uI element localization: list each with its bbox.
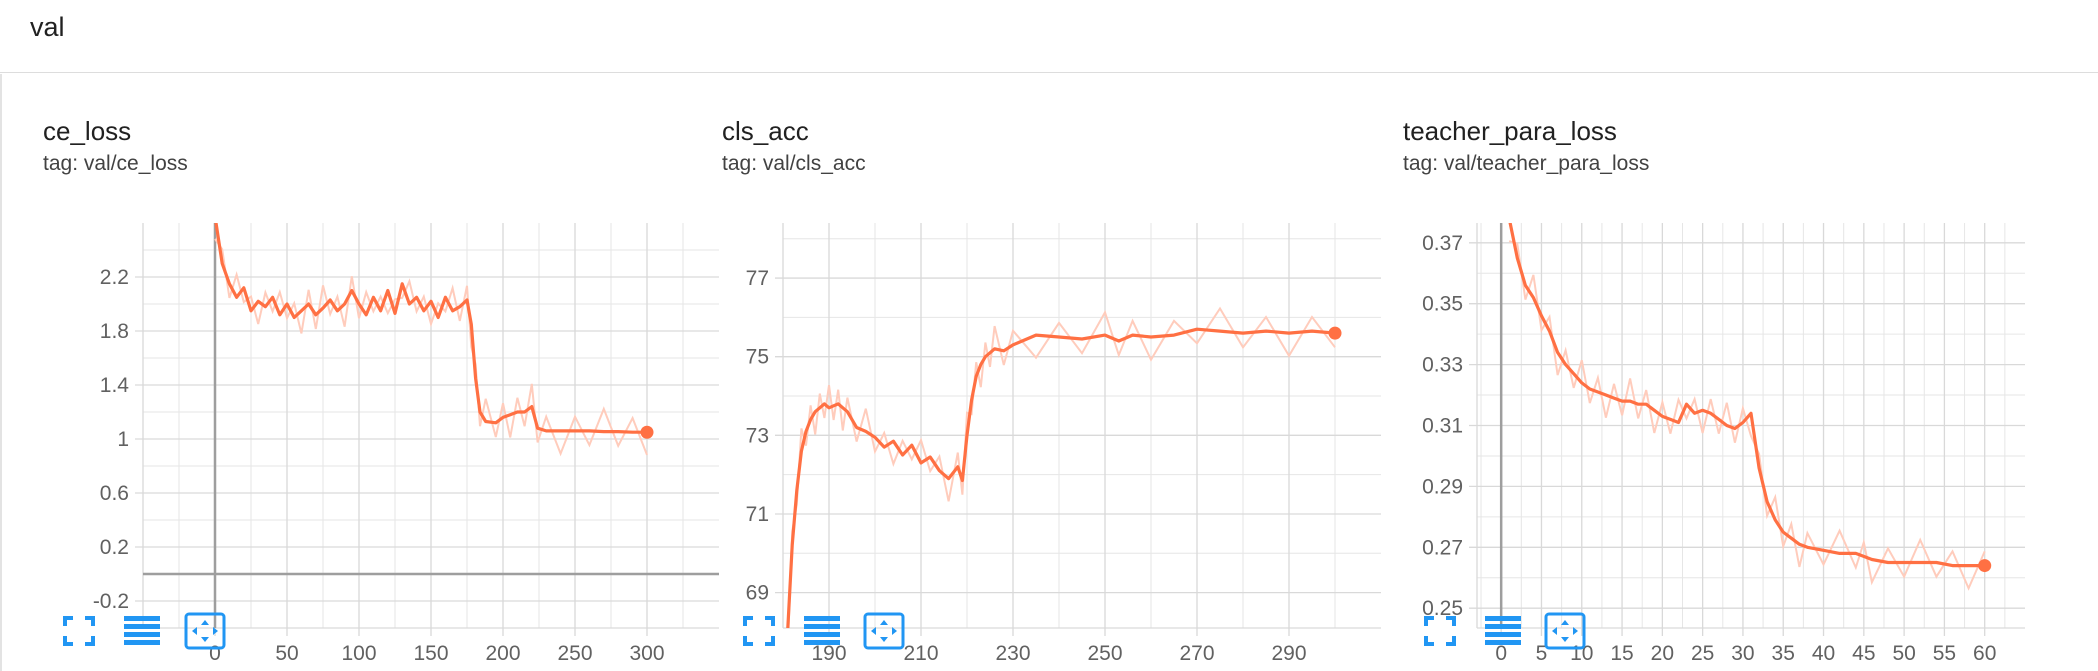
x-tick-label: 300: [629, 642, 664, 665]
y-tick-label: 1: [117, 428, 129, 451]
fit-domain-icon: [863, 612, 905, 650]
chart-title: teacher_para_loss: [1403, 116, 1617, 146]
x-tick-label: 55: [1933, 642, 1956, 665]
x-tick-label: 100: [341, 642, 376, 665]
list-icon: [1485, 616, 1521, 645]
x-tick-label: 270: [1179, 642, 1214, 665]
x-tick-label: 250: [557, 642, 592, 665]
fit-domain-icon: [184, 612, 226, 650]
chart-plot[interactable]: 0 5 10 15 20 25 30 35 40 45 50 55 600.250.270.290.31…: [1403, 192, 2043, 665]
x-tick-label: 30: [1731, 642, 1754, 665]
chart-toolbar: [722, 611, 1022, 651]
x-tick-label: 35: [1772, 642, 1795, 665]
fullscreen-icon: [63, 616, 95, 646]
series-last-point: [640, 425, 654, 439]
series-line: [786, 327, 1336, 628]
x-tick-label: 50: [1892, 642, 1915, 665]
toggle-log-scale-button[interactable]: [120, 611, 164, 651]
series-line: [1508, 223, 1985, 568]
y-tick-label: 0.29: [1422, 475, 1463, 498]
chart-title: ce_loss: [43, 116, 132, 146]
y-tick-label: 71: [746, 503, 769, 526]
y-tick-label: 1.4: [100, 374, 130, 397]
y-tick-label: 0.6: [100, 482, 129, 505]
fit-domain-button[interactable]: [183, 611, 227, 651]
chart-toolbar: [1403, 611, 1703, 651]
chart-tag: tag: val/ce_loss: [43, 152, 188, 175]
y-tick-label: 0.2: [100, 536, 129, 559]
chart-card-teacher-para-loss: teacher_para_loss tag: val/teacher_para_…: [1403, 74, 2043, 671]
fullscreen-button[interactable]: [57, 611, 101, 651]
x-tick-label: 60: [1973, 642, 1996, 665]
series-raw-line: [787, 306, 1336, 628]
chart-plot[interactable]: 190 210 230 250 270 290 69 71 73 75 77: [722, 192, 1381, 665]
series-last-point: [1328, 326, 1342, 340]
x-tick-label: 190: [811, 642, 846, 665]
x-tick-label: 210: [903, 642, 938, 665]
fit-domain-icon: [1544, 612, 1586, 650]
toggle-log-scale-button[interactable]: [1481, 611, 1525, 651]
x-tick-label: 0: [1495, 642, 1507, 665]
chart-card-ce-loss: ce_loss tag: val/ce_loss 0 50 100 150 200 250…: [43, 74, 719, 671]
chart-toolbar: [43, 611, 343, 651]
group-title: val: [30, 12, 65, 42]
y-tick-label: 0.25: [1422, 597, 1463, 620]
fullscreen-icon: [1424, 616, 1456, 646]
chart-plot[interactable]: 0 50 100 150 200 250 300 -0.2 0.2 0.6 1 1.4 1.8 2.2: [43, 192, 719, 665]
y-tick-label: 73: [746, 424, 769, 447]
fullscreen-button[interactable]: [737, 611, 781, 651]
y-tick-label: -0.2: [93, 590, 129, 613]
x-tick-label: 50: [275, 642, 298, 665]
series-raw-line: [1508, 240, 1986, 591]
x-tick-label: 0: [209, 642, 221, 665]
cards-container: ce_loss tag: val/ce_loss 0 50 100 150 200 250…: [0, 74, 2098, 671]
chart-tag: tag: val/teacher_para_loss: [1403, 152, 1650, 175]
x-tick-label: 40: [1812, 642, 1835, 665]
fit-domain-button[interactable]: [862, 611, 906, 651]
x-tick-label: 20: [1651, 642, 1674, 665]
y-tick-label: 0.35: [1422, 293, 1463, 316]
x-tick-label: 150: [413, 642, 448, 665]
fullscreen-icon: [743, 616, 775, 646]
x-tick-label: 290: [1271, 642, 1306, 665]
fit-domain-button[interactable]: [1543, 611, 1587, 651]
series-line: [214, 223, 647, 434]
y-tick-label: 77: [746, 267, 769, 290]
list-icon: [124, 616, 160, 645]
series-last-point: [1978, 559, 1992, 573]
x-tick-label: 15: [1610, 642, 1633, 665]
toggle-log-scale-button[interactable]: [800, 611, 844, 651]
x-tick-label: 45: [1852, 642, 1875, 665]
chart-tag: tag: val/cls_acc: [722, 152, 866, 175]
y-tick-label: 1.8: [100, 320, 129, 343]
list-icon: [804, 616, 840, 645]
y-tick-label: 0.37: [1422, 232, 1463, 255]
group-header[interactable]: val: [0, 0, 2098, 73]
y-tick-label: 69: [746, 582, 769, 605]
chart-title: cls_acc: [722, 116, 809, 146]
chart-card-cls-acc: cls_acc tag: val/cls_acc 190 210 230 250 270…: [722, 74, 1381, 671]
y-tick-label: 0.31: [1422, 415, 1463, 438]
x-tick-label: 200: [485, 642, 520, 665]
x-tick-label: 250: [1087, 642, 1122, 665]
series-raw-line: [214, 238, 648, 457]
x-tick-label: 25: [1691, 642, 1714, 665]
y-tick-label: 75: [746, 346, 769, 369]
y-tick-label: 0.27: [1422, 536, 1463, 559]
y-tick-label: 2.2: [100, 266, 129, 289]
x-tick-label: 5: [1536, 642, 1548, 665]
fullscreen-button[interactable]: [1418, 611, 1462, 651]
x-tick-label: 230: [995, 642, 1030, 665]
y-tick-label: 0.33: [1422, 354, 1463, 377]
